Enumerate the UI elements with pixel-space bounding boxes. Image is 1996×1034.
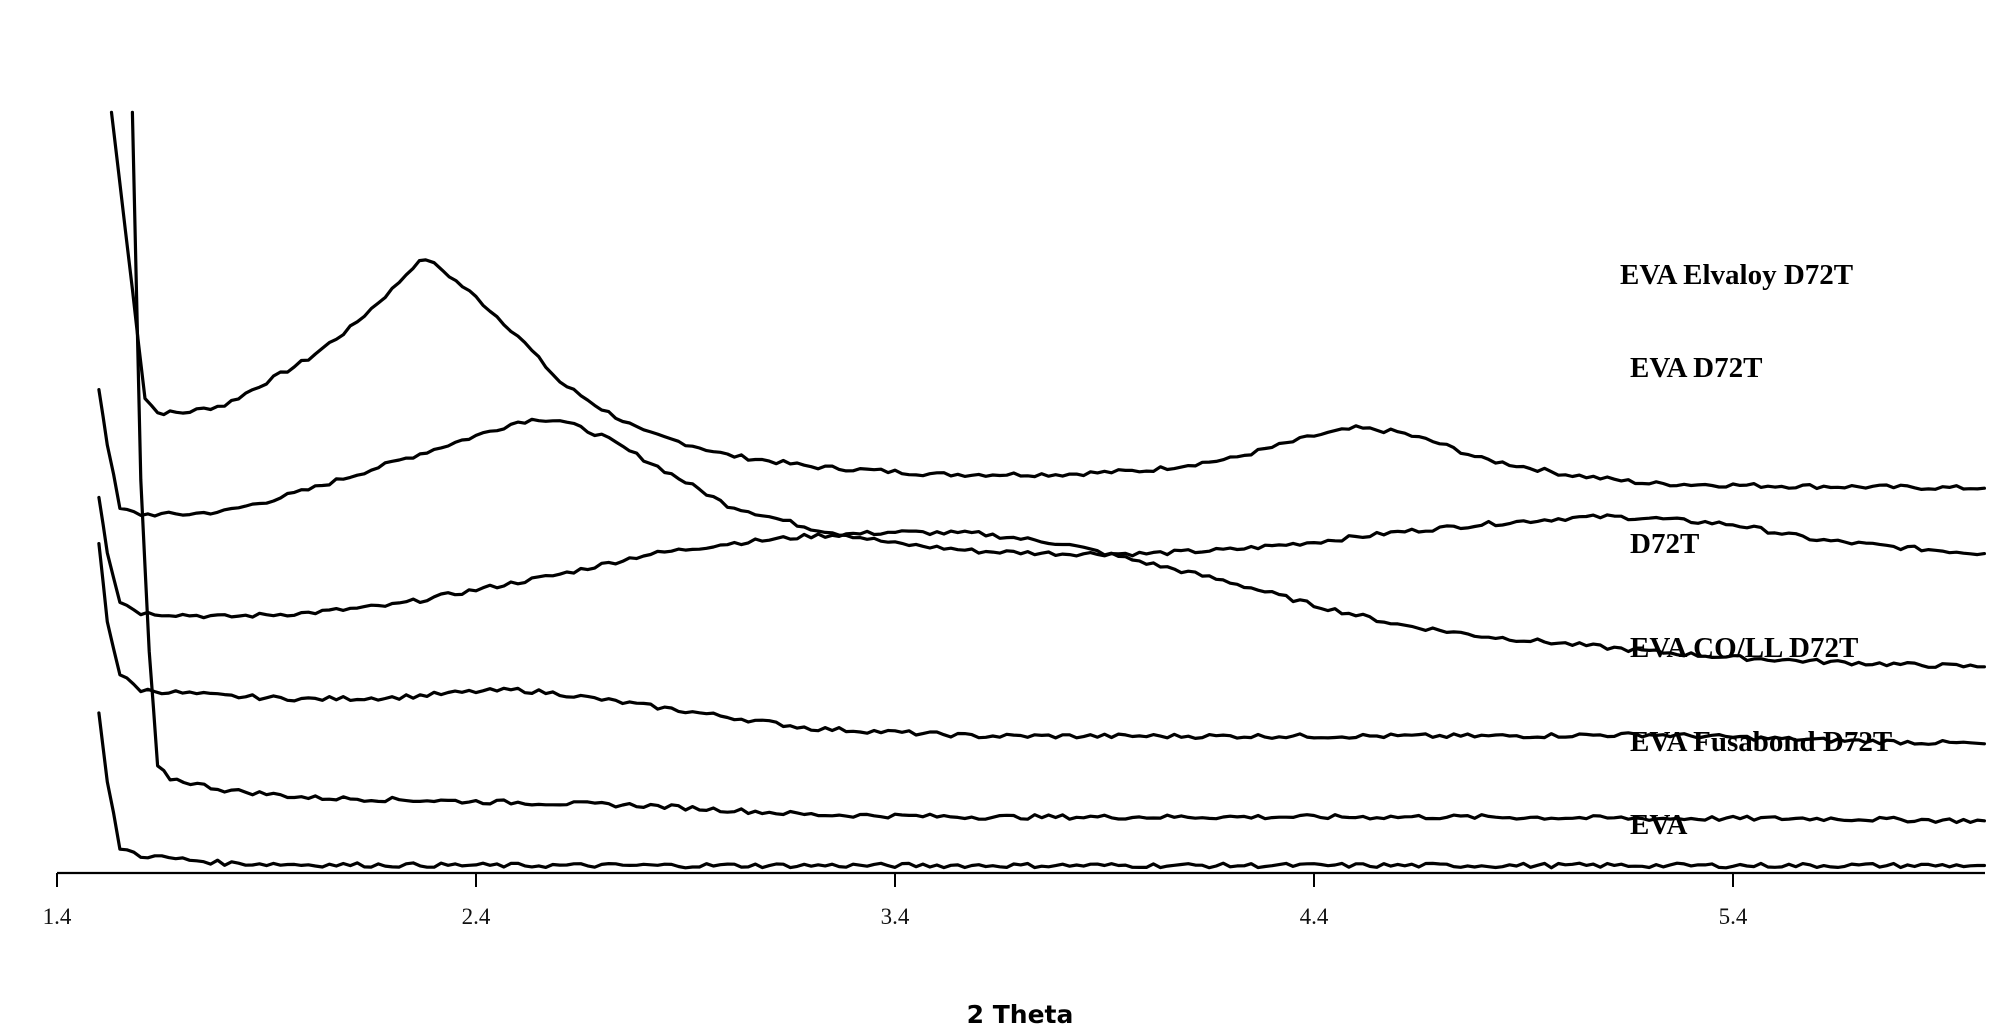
series-trace-2: [97, 388, 1986, 558]
x-tick-label-5: 5.4: [1719, 904, 1748, 929]
series-trace-6: [97, 711, 1986, 870]
series-trace-3: [97, 495, 1986, 669]
series-trace-4: [97, 542, 1986, 746]
series-label-1: EVA Elvaloy D72T: [1620, 259, 1853, 291]
x-tick-label-3: 3.4: [881, 904, 910, 929]
x-tick-label-1: 1.4: [43, 904, 72, 929]
series-label-5: EVA Fusabond D72T: [1630, 726, 1892, 758]
series-label-6: EVA: [1630, 809, 1688, 841]
series-label-3: D72T: [1630, 528, 1699, 560]
series-trace-5: [130, 110, 1986, 825]
x-tick-label-4: 4.4: [1300, 904, 1329, 929]
traces-layer: [97, 110, 1986, 870]
series-label-4: EVA CO/LL D72T: [1630, 632, 1858, 664]
x-ticks-layer: 1.4 2.4 3.4 4.4 5.4: [43, 873, 1748, 929]
x-axis-title: 2 Theta: [967, 1000, 1074, 1029]
series-labels-layer: EVA Elvaloy D72T EVA D72T D72T EVA CO/LL D7…: [1620, 259, 1892, 841]
x-tick-label-2: 2.4: [462, 904, 491, 929]
series-label-2: EVA D72T: [1630, 352, 1762, 384]
series-trace-1: [109, 110, 1986, 491]
